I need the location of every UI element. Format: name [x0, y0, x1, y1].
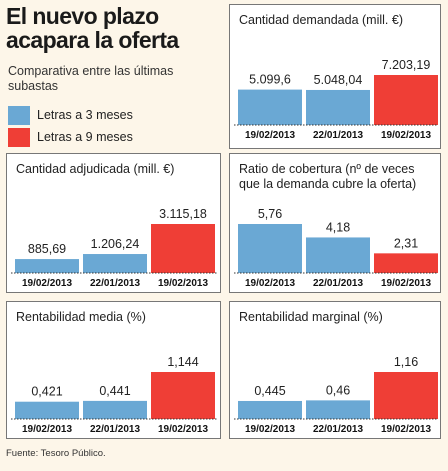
- chart-title: Cantidad adjudicada (mill. €): [16, 162, 175, 176]
- data-label: 4,18: [326, 220, 350, 234]
- chart-panel-ratio-cobertura: Ratio de cobertura (nº de veces que la d…: [229, 153, 441, 293]
- bar: [374, 253, 438, 273]
- bar: [374, 75, 438, 125]
- data-label: 5.099,6: [249, 73, 291, 87]
- chart-title: Cantidad demandada (mill. €): [239, 13, 403, 27]
- legend-swatch-3-meses: [8, 105, 30, 125]
- bar: [238, 224, 302, 273]
- category-label: 19/02/2013: [381, 130, 431, 141]
- data-label: 2,31: [394, 236, 418, 250]
- source-note: Fuente: Tesoro Público.: [6, 448, 106, 459]
- bar: [238, 89, 302, 125]
- category-label: 22/01/2013: [313, 278, 363, 289]
- chart-svg: 5,76 19/02/2013 4,18 22/01/2013 2,31 19/02/20…: [234, 207, 438, 289]
- chart-panel-cantidad-demandada: Cantidad demandada (mill. €) 5.099,6 19/0…: [229, 4, 441, 149]
- category-label: 19/02/2013: [22, 424, 72, 435]
- chart-svg: 0,445 19/02/2013 0,46 22/01/2013 1,16 19/02/2…: [234, 355, 438, 435]
- data-label: 7.203,19: [382, 58, 431, 72]
- legend-swatch-9-meses: [8, 127, 30, 147]
- category-label: 19/02/2013: [381, 424, 431, 435]
- bar: [306, 400, 370, 419]
- legend-label-9-meses: Letras a 9 meses: [37, 130, 133, 144]
- bar: [15, 401, 79, 419]
- data-label: 0,421: [31, 385, 62, 399]
- category-label: 19/02/2013: [158, 278, 208, 289]
- data-label: 3.115,18: [159, 207, 207, 221]
- data-label: 5,76: [258, 207, 282, 221]
- page-subtitle: Comparativa entre las últimas subastas: [8, 64, 174, 93]
- category-label: 22/01/2013: [313, 424, 363, 435]
- legend-item-9-meses: Letras a 9 meses: [8, 127, 133, 147]
- bar: [151, 224, 215, 273]
- bar: [83, 400, 147, 419]
- category-label: 19/02/2013: [22, 278, 72, 289]
- chart-svg: 5.099,6 19/02/2013 5.048,04 22/01/2013 7.203…: [234, 58, 438, 141]
- chart-title: Rentabilidad media (%): [16, 310, 146, 324]
- chart-title: Rentabilidad marginal (%): [239, 310, 383, 324]
- bar: [15, 259, 79, 273]
- category-label: 22/01/2013: [90, 424, 140, 435]
- data-label: 0,46: [326, 383, 350, 397]
- bar: [83, 254, 147, 273]
- page-title: El nuevo plazo acapara la oferta: [6, 3, 179, 53]
- chart-title: Ratio de cobertura (nº de veces que la d…: [239, 162, 417, 191]
- chart-panel-rentabilidad-media: Rentabilidad media (%) 0,421 19/02/2013 0,…: [6, 301, 221, 439]
- category-label: 19/02/2013: [245, 278, 295, 289]
- category-label: 19/02/2013: [381, 278, 431, 289]
- data-label: 1,144: [167, 355, 198, 369]
- chart-panel-cantidad-adjudicada: Cantidad adjudicada (mill. €) 885,69 19/0…: [6, 153, 221, 293]
- category-label: 22/01/2013: [90, 278, 140, 289]
- bar: [238, 400, 302, 419]
- category-label: 19/02/2013: [245, 130, 295, 141]
- data-label: 1,16: [394, 355, 418, 369]
- data-label: 885,69: [28, 242, 66, 256]
- data-label: 0,441: [99, 384, 130, 398]
- category-label: 19/02/2013: [158, 424, 208, 435]
- chart-svg: 885,69 19/02/2013 1.206,24 22/01/2013 3.115,…: [11, 207, 218, 289]
- bar: [374, 372, 438, 419]
- data-label: 1.206,24: [91, 237, 140, 251]
- chart-panel-rentabilidad-marginal: Rentabilidad marginal (%) 0,445 19/02/201…: [229, 301, 441, 439]
- category-label: 22/01/2013: [313, 130, 363, 141]
- legend-item-3-meses: Letras a 3 meses: [8, 105, 133, 125]
- category-label: 19/02/2013: [245, 424, 295, 435]
- legend-label-3-meses: Letras a 3 meses: [37, 108, 133, 122]
- bar: [306, 89, 370, 125]
- bar: [151, 372, 215, 419]
- data-label: 5.048,04: [314, 73, 363, 87]
- bar: [306, 237, 370, 273]
- data-label: 0,445: [254, 384, 285, 398]
- chart-svg: 0,421 19/02/2013 0,441 22/01/2013 1,144 19/02…: [11, 355, 218, 435]
